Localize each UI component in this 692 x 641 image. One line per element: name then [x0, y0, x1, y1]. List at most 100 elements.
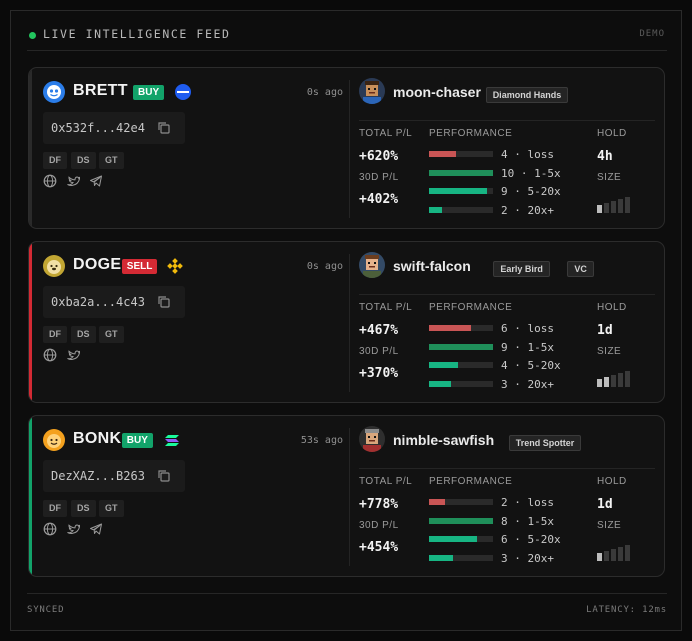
- trader-avatar[interactable]: [359, 78, 385, 104]
- performance-bar-track: [429, 151, 493, 157]
- size-bar: [611, 375, 616, 387]
- size-bar: [604, 377, 609, 387]
- trader-handle[interactable]: moon-chaser: [393, 84, 481, 100]
- performance-bar-fill: [429, 343, 493, 350]
- copy-icon[interactable]: [157, 121, 171, 135]
- performance-text: 6 · 5-20x: [501, 533, 561, 546]
- performance-bar-fill: [429, 325, 472, 331]
- tool-tag-df[interactable]: DF: [43, 152, 67, 169]
- size-bar: [618, 199, 623, 213]
- tool-tag-gt[interactable]: GT: [99, 326, 124, 343]
- card-divider: [349, 80, 350, 218]
- performance-bar-track: [429, 517, 493, 524]
- performance-row: 4 · loss: [429, 148, 599, 161]
- total-pl-value: +778%: [359, 497, 399, 512]
- contract-address-box[interactable]: DezXAZ...B263: [43, 460, 185, 492]
- performance-row: 2 · loss: [429, 496, 599, 509]
- performance-bar-track: [429, 206, 493, 213]
- performance-label: PERFORMANCE: [429, 302, 513, 313]
- twitter-icon[interactable]: [66, 522, 81, 536]
- size-bar: [625, 197, 630, 213]
- performance-bar-track: [429, 325, 493, 331]
- token-ticker[interactable]: BRETT: [73, 82, 128, 99]
- globe-icon[interactable]: [43, 174, 57, 188]
- performance-row: 2 · 20x+: [429, 204, 599, 217]
- tool-tag-ds[interactable]: DS: [71, 500, 96, 517]
- sync-status: SYNCED: [27, 605, 65, 615]
- signal-card[interactable]: BONK BUY 53s ago DezXAZ...B263 DF DS GT nimble-…: [28, 415, 665, 577]
- size-bar: [604, 551, 609, 561]
- twitter-icon[interactable]: [66, 348, 81, 362]
- performance-row: 4 · 5-20x: [429, 359, 599, 372]
- telegram-icon[interactable]: [89, 522, 103, 536]
- performance-bar-fill: [429, 362, 458, 368]
- hold-duration: 4h: [597, 149, 613, 164]
- copy-icon[interactable]: [157, 469, 171, 483]
- tool-tag-ds[interactable]: DS: [71, 326, 96, 343]
- performance-bar-track: [429, 554, 493, 561]
- total-pl-label: TOTAL P/L: [359, 476, 413, 487]
- trader-section: moon-chaser Diamond Hands TOTAL P/L +620% 30…: [359, 78, 655, 223]
- twitter-icon[interactable]: [66, 174, 81, 188]
- size-label: SIZE: [597, 520, 622, 531]
- trader-handle[interactable]: swift-falcon: [393, 258, 471, 274]
- performance-row: 3 · 20x+: [429, 378, 599, 391]
- performance-bar-track: [429, 362, 493, 368]
- trader-avatar[interactable]: [359, 252, 385, 278]
- telegram-icon[interactable]: [89, 174, 103, 188]
- total-pl-label: TOTAL P/L: [359, 128, 413, 139]
- token-ticker[interactable]: BONK: [73, 430, 122, 447]
- token-section: DOGE SELL 0s ago 0xba2a...4c43 DF DS GT: [43, 254, 343, 394]
- latency-readout: LATENCY: 12ms: [586, 605, 667, 615]
- tool-tag-ds[interactable]: DS: [71, 152, 96, 169]
- d30-pl-label: 30D P/L: [359, 520, 399, 531]
- trader-rule: [359, 468, 655, 469]
- d30-pl-value: +454%: [359, 540, 399, 555]
- total-pl-value: +467%: [359, 323, 399, 338]
- performance-row: 6 · loss: [429, 322, 599, 335]
- trader-avatar[interactable]: [359, 426, 385, 452]
- globe-icon[interactable]: [43, 522, 57, 536]
- feed-header: LIVE INTELLIGENCE FEED DEMO: [27, 27, 667, 51]
- signal-card[interactable]: BRETT BUY 0s ago 0x532f...42e4 DF DS GT moon-ch…: [28, 67, 665, 229]
- performance-bar-fill: [429, 380, 451, 387]
- tool-tag-gt[interactable]: GT: [99, 500, 124, 517]
- size-label: SIZE: [597, 172, 622, 183]
- tool-tag-df[interactable]: DF: [43, 326, 67, 343]
- card-accent-bar: [29, 68, 32, 228]
- tool-tag-gt[interactable]: GT: [99, 152, 124, 169]
- signal-age: 53s ago: [300, 435, 343, 446]
- trade-side-badge: BUY: [121, 433, 153, 448]
- signal-card[interactable]: DOGE SELL 0s ago 0xba2a...4c43 DF DS GT swift-f…: [28, 241, 665, 403]
- d30-pl-value: +370%: [359, 366, 399, 381]
- size-meter: [597, 370, 637, 387]
- size-bar: [625, 371, 630, 387]
- tool-tag-df[interactable]: DF: [43, 500, 67, 517]
- size-bar: [604, 203, 609, 213]
- trader-trait-badge: Diamond Hands: [485, 87, 569, 103]
- token-section: BRETT BUY 0s ago 0x532f...42e4 DF DS GT: [43, 80, 343, 220]
- feed-footer: SYNCED LATENCY: 12ms: [27, 593, 667, 621]
- trader-handle[interactable]: nimble-sawfish: [393, 432, 495, 448]
- globe-icon[interactable]: [43, 348, 57, 362]
- contract-address: DezXAZ...B263: [51, 469, 145, 483]
- bonk-token-icon: [43, 429, 65, 451]
- performance-text: 8 · 1-5x: [501, 514, 554, 528]
- bnb-chain-icon: [166, 258, 183, 274]
- performance-bar-fill: [429, 554, 454, 561]
- contract-address-box[interactable]: 0xba2a...4c43: [43, 286, 185, 318]
- trader-trait-badge: Trend Spotter: [508, 435, 582, 451]
- performance-row: 9 · 1-5x: [429, 341, 599, 354]
- size-label: SIZE: [597, 346, 622, 357]
- hold-duration: 1d: [597, 497, 613, 512]
- card-divider: [349, 428, 350, 566]
- contract-address-box[interactable]: 0x532f...42e4: [43, 112, 185, 144]
- performance-text: 2 · loss: [501, 496, 554, 509]
- copy-icon[interactable]: [157, 295, 171, 309]
- token-ticker[interactable]: DOGE: [73, 256, 122, 273]
- performance-text: 3 · 20x+: [501, 551, 554, 565]
- trader-section: swift-falcon Early Bird VC TOTAL P/L +467% 30…: [359, 252, 655, 397]
- performance-text: 4 · loss: [501, 148, 554, 161]
- performance-row: 8 · 1-5x: [429, 514, 599, 528]
- card-accent-bar: [29, 416, 32, 576]
